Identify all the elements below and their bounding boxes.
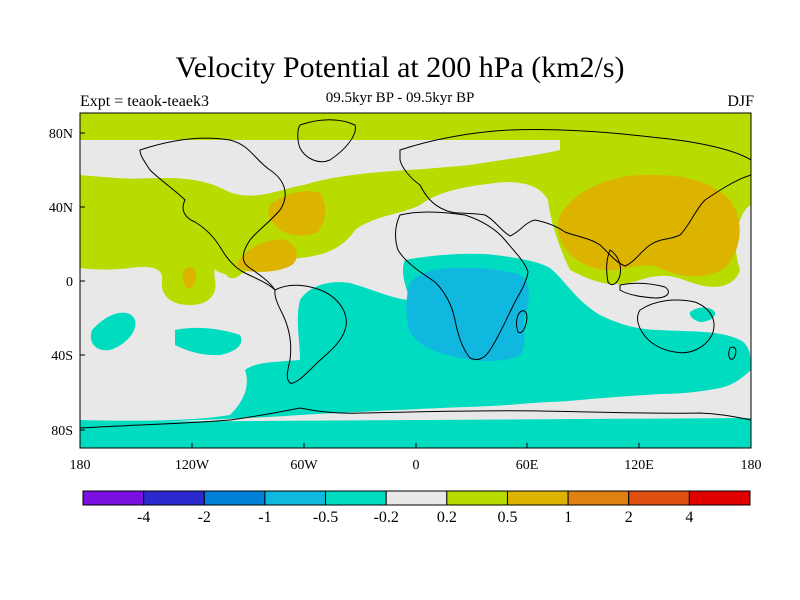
colorbar-box bbox=[567, 490, 630, 506]
colorbar-box bbox=[143, 490, 205, 506]
coast-greenland bbox=[297, 119, 356, 163]
negative-contour-pacific-east bbox=[175, 327, 242, 356]
colorbar-label: 1 bbox=[564, 509, 572, 526]
gold-contour-pacific-spot bbox=[182, 267, 197, 289]
negative-contour-core bbox=[406, 267, 529, 362]
x-tick-label: 60W bbox=[290, 458, 318, 473]
coast-madagascar bbox=[516, 310, 528, 334]
colorbar-box bbox=[264, 490, 327, 506]
season-label: DJF bbox=[727, 93, 754, 110]
colorbar-box bbox=[628, 490, 690, 506]
colorbar-box bbox=[82, 490, 145, 506]
y-tick-label: 80N bbox=[49, 127, 73, 142]
colorbar-box bbox=[325, 490, 387, 506]
gold-contour-caribbean bbox=[237, 239, 297, 272]
colorbar-label: -0.5 bbox=[313, 509, 338, 526]
x-ticks bbox=[79, 443, 752, 448]
colorbar-box bbox=[506, 490, 569, 506]
coastlines bbox=[80, 119, 751, 429]
x-tick-label: 180 bbox=[741, 458, 762, 473]
positive-contour-pacific bbox=[80, 175, 246, 305]
negative-contour-south-pacific bbox=[90, 312, 136, 351]
plot-title: Velocity Potential at 200 hPa (km2/s) bbox=[175, 51, 625, 84]
coast-antarctica bbox=[80, 407, 751, 429]
colorbar-box bbox=[203, 490, 266, 506]
coast-maritime-continent bbox=[619, 282, 669, 299]
gold-contour-north-atlantic bbox=[268, 191, 326, 236]
plot-subtitle: 09.5kyr BP - 09.5kyr BP bbox=[325, 90, 475, 106]
y-tick-label: 80S bbox=[51, 424, 73, 439]
x-tick-labels: 180 120W 60W 0 60E 120E 180 bbox=[70, 458, 762, 473]
coast-eurasia bbox=[399, 128, 751, 267]
colorbar-label: 0.5 bbox=[497, 509, 517, 526]
colorbar-label: -4 bbox=[137, 509, 150, 526]
x-tick-label: 120W bbox=[175, 458, 210, 473]
experiment-label: Expt = teaok-teaek3 bbox=[80, 93, 209, 110]
gold-contour-east-asia bbox=[557, 174, 740, 277]
colorbar-box bbox=[385, 490, 448, 506]
y-tick-labels: 80N 40N 0 40S 80S bbox=[49, 127, 73, 439]
coast-indochina bbox=[606, 249, 621, 286]
x-tick-label: 60E bbox=[516, 458, 539, 473]
map-panel bbox=[80, 113, 751, 448]
y-tick-label: 40S bbox=[51, 349, 73, 364]
coast-africa bbox=[395, 211, 529, 361]
colorbar-label: 0.2 bbox=[437, 509, 457, 526]
y-tick-label: 40N bbox=[49, 201, 73, 216]
colorbar-label: 4 bbox=[685, 509, 693, 526]
x-tick-label: 0 bbox=[413, 458, 420, 473]
colorbar-label: -1 bbox=[258, 509, 271, 526]
y-ticks bbox=[80, 132, 85, 431]
colorbar: -4 -2 -1 -0.5 -0.2 0.2 0.5 1 2 4 bbox=[82, 490, 751, 526]
negative-contour-antarctic bbox=[80, 418, 751, 448]
coast-new-zealand bbox=[728, 346, 737, 360]
x-tick-label: 120E bbox=[624, 458, 654, 473]
y-tick-label: 0 bbox=[66, 275, 73, 290]
colorbar-box bbox=[688, 490, 751, 506]
colorbar-label: -0.2 bbox=[374, 509, 399, 526]
x-tick-label: 180 bbox=[70, 458, 91, 473]
colorbar-box bbox=[446, 490, 508, 506]
colorbar-label: 2 bbox=[625, 509, 633, 526]
negative-contour-southern bbox=[80, 253, 751, 425]
coast-australia bbox=[637, 299, 715, 354]
coast-south-america bbox=[274, 284, 347, 384]
colorbar-label: -2 bbox=[198, 509, 211, 526]
